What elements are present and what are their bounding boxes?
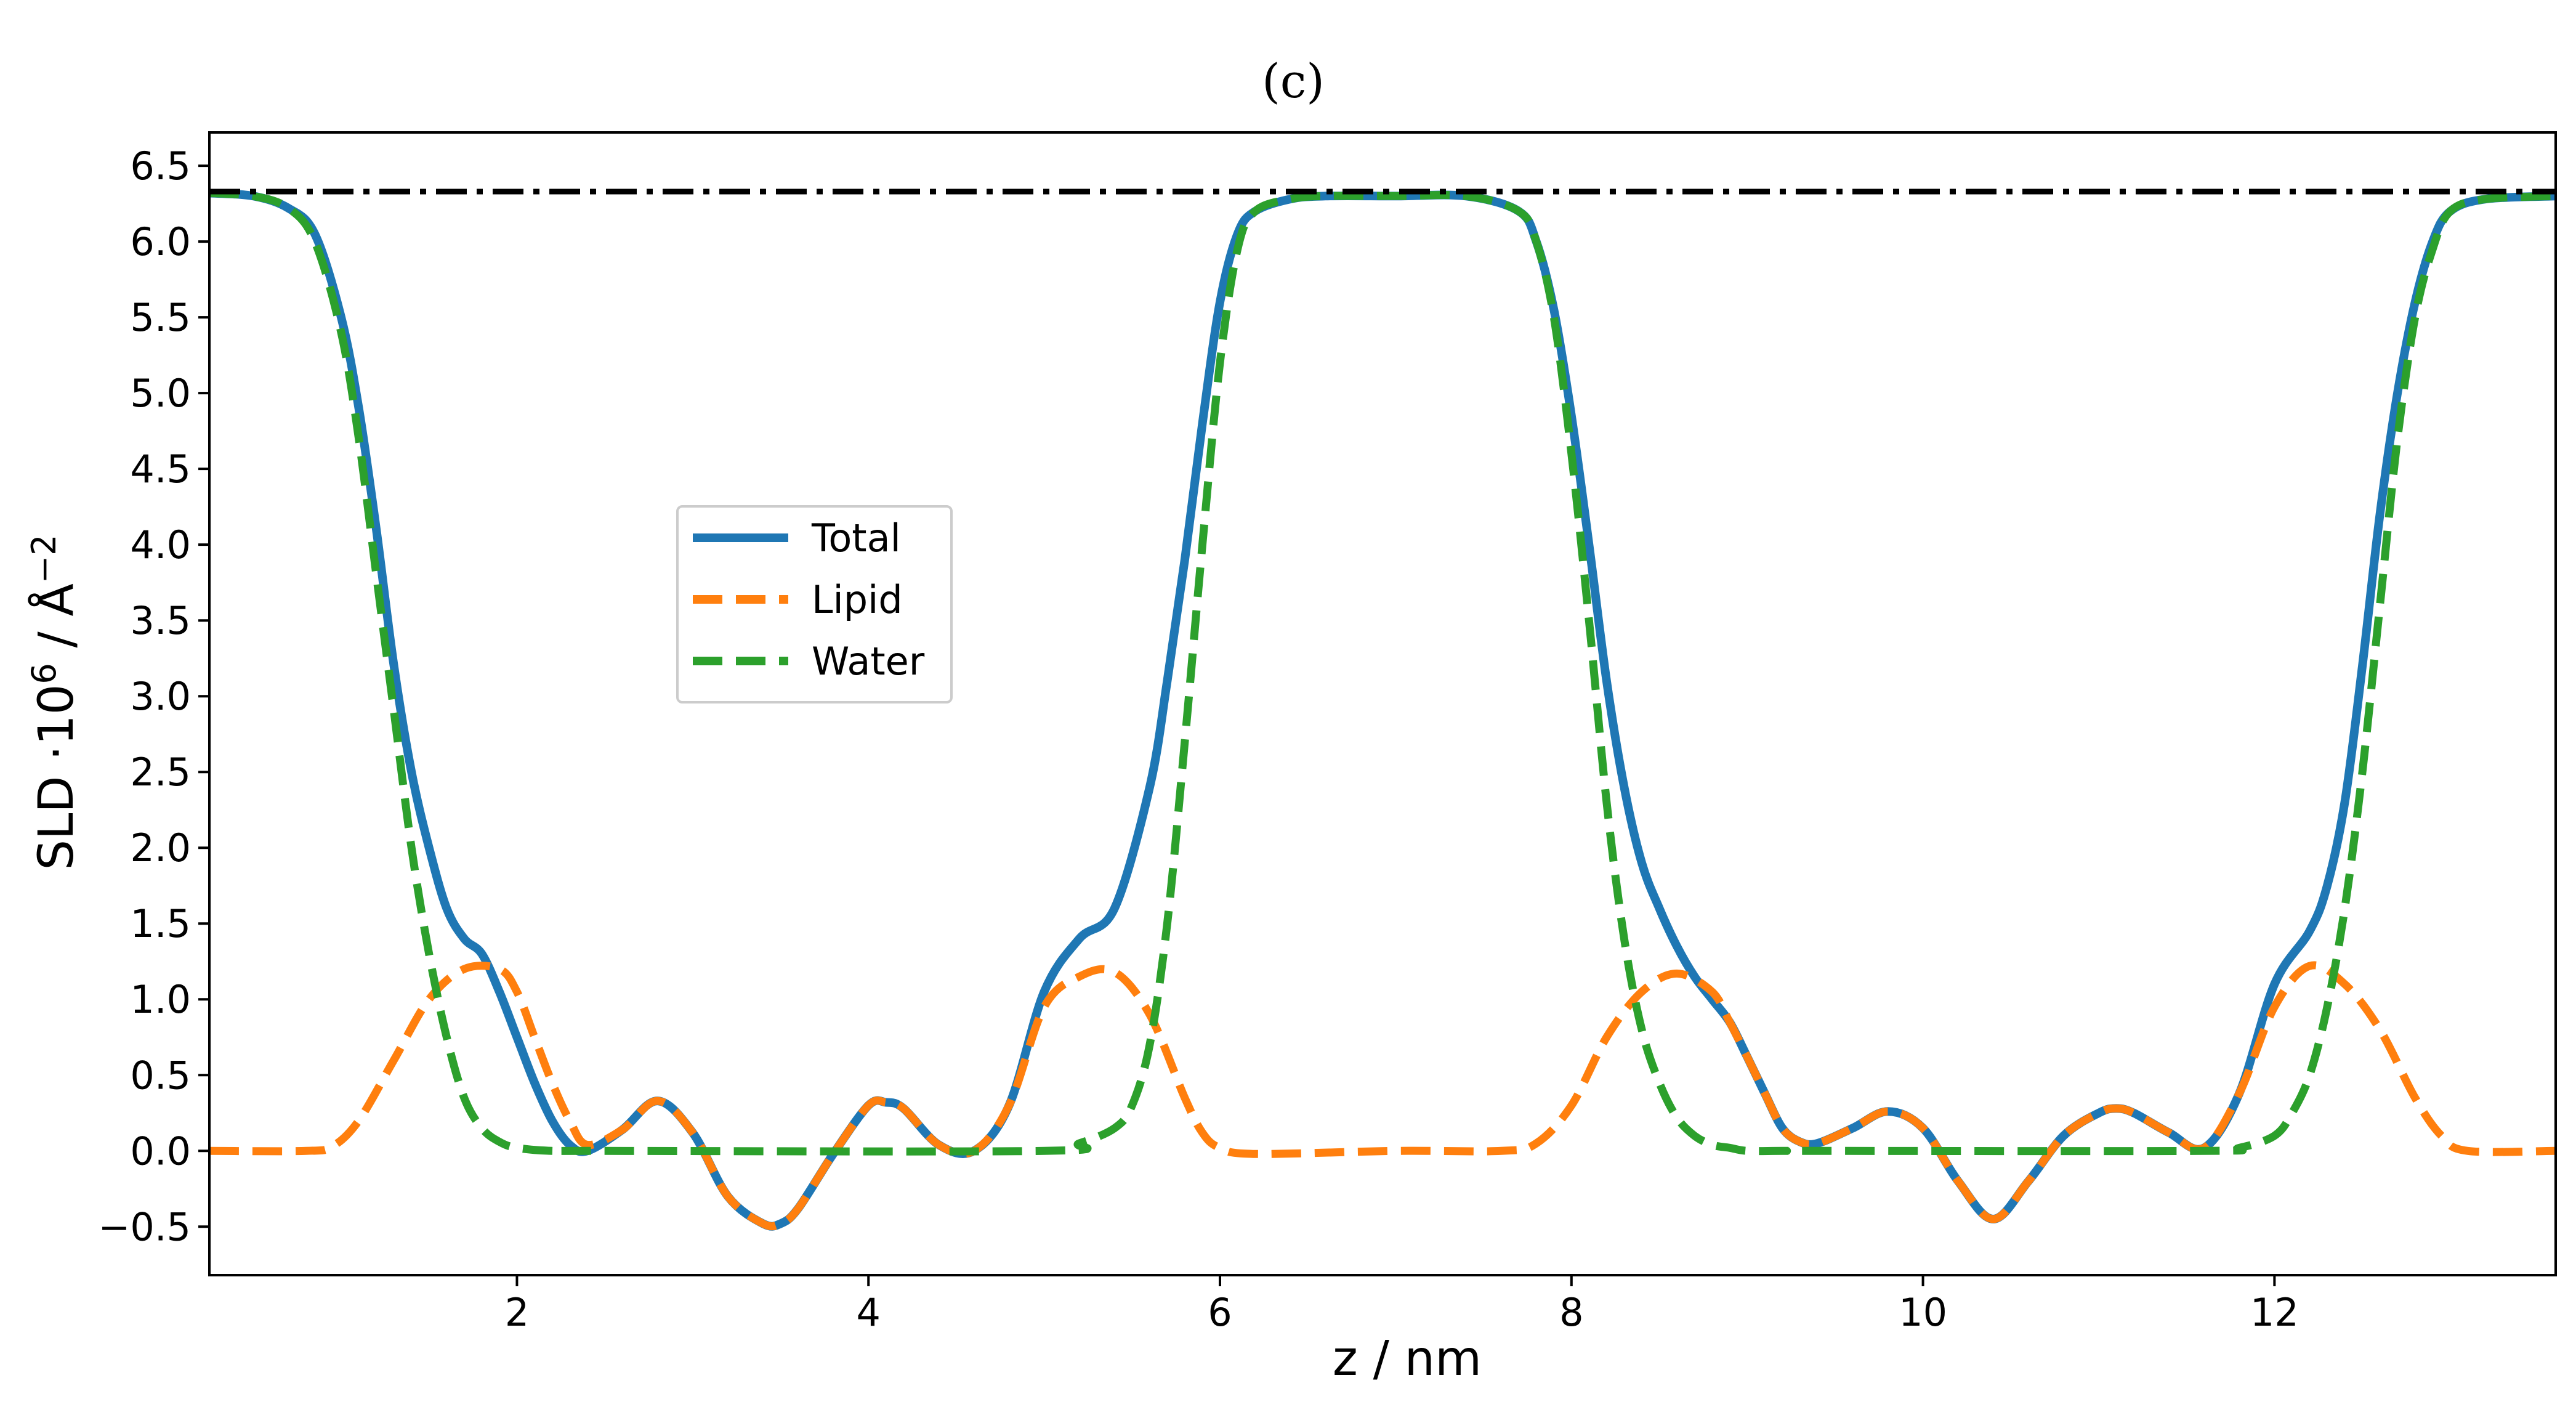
y-tick-label: 2.5 xyxy=(130,750,191,795)
y-label-main: SLD ·10 xyxy=(29,684,84,870)
y-axis-label: SLD ·106 / Å−2 xyxy=(25,534,84,870)
y-tick-label: 6.5 xyxy=(130,144,191,189)
x-tick-label: 12 xyxy=(2250,1290,2299,1335)
y-tick-label: −0.5 xyxy=(98,1204,191,1249)
x-tick-label: 2 xyxy=(505,1290,529,1335)
y-tick-label: 5.0 xyxy=(130,371,191,416)
y-label-exponent: 6 xyxy=(25,663,63,684)
y-tick-label: 4.5 xyxy=(130,447,191,492)
legend-label-total: Total xyxy=(811,516,901,561)
legend-label-water: Water xyxy=(812,639,925,684)
x-tick-label: 6 xyxy=(1208,1290,1232,1335)
legend-items: Total Lipid Water xyxy=(693,516,925,684)
chart-title: (c) xyxy=(1262,54,1325,108)
legend: Total Lipid Water xyxy=(676,505,953,703)
y-tick-label: 4.0 xyxy=(130,522,191,567)
x-axis: 2 4 6 8 10 12 xyxy=(505,1275,2299,1335)
y-label-unit-exponent: −2 xyxy=(25,534,63,583)
series-layer xyxy=(209,189,2556,1231)
legend-frame xyxy=(676,505,953,703)
y-label-unit: / Å xyxy=(28,583,84,663)
x-tick-label: 8 xyxy=(1559,1290,1583,1335)
x-tick-label: 4 xyxy=(856,1290,880,1335)
x-tick-label: 10 xyxy=(1899,1290,1947,1335)
y-tick-label: 0.5 xyxy=(130,1053,191,1098)
y-tick-label: 3.0 xyxy=(130,674,191,719)
y-tick-label: 1.5 xyxy=(130,901,191,946)
y-tick-label: 5.5 xyxy=(130,295,191,340)
series-line-lipid xyxy=(209,961,2556,1231)
series-line-water xyxy=(209,189,2556,1156)
series-line-total xyxy=(209,189,2556,1231)
y-tick-label: 3.5 xyxy=(130,598,191,643)
legend-label-lipid: Lipid xyxy=(812,577,903,622)
plot-frame xyxy=(208,131,2557,1276)
x-axis-label: z / nm xyxy=(1333,1331,1482,1387)
plot-area xyxy=(208,131,2557,1276)
y-tick-label: 2.0 xyxy=(130,825,191,870)
y-tick-label: 0.0 xyxy=(130,1129,191,1174)
y-tick-label: 1.0 xyxy=(130,977,191,1022)
y-axis: −0.5 0.0 0.5 1.0 1.5 2.0 2.5 3.0 3.5 4.0 4.5 5.0 5.5… xyxy=(98,144,209,1249)
y-tick-label: 6.0 xyxy=(130,219,191,264)
